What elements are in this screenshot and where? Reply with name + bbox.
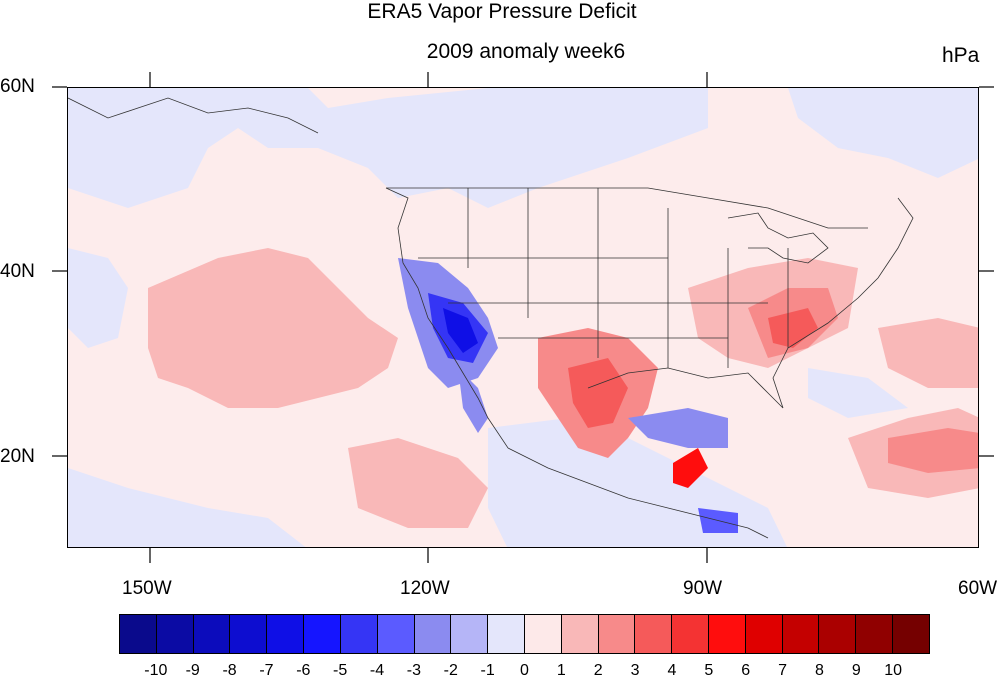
colorbar-tick-label: -3 (406, 662, 422, 679)
colorbar-swatch (893, 615, 929, 653)
anomaly-patch-neg1-north (68, 88, 708, 208)
anomaly-patch-neg1-mexico (488, 418, 788, 547)
colorbar-tick-label: 3 (630, 662, 640, 679)
colorbar-swatch (451, 615, 489, 653)
colorbar-swatch (524, 615, 562, 653)
lon-label-150w: 150W (122, 578, 172, 599)
lon-label-60w: 60W (958, 578, 998, 599)
anomaly-patch-neg1-pacific (68, 468, 306, 547)
anomaly-patch-pos1-subtropics (348, 438, 488, 528)
colorbar-swatch (414, 615, 452, 653)
colorbar-swatch (672, 615, 709, 653)
colorbar-tick-label: -4 (369, 662, 385, 679)
anomaly-patch-neg6-arizona (443, 308, 478, 353)
colorbar-tick-label: 10 (884, 662, 903, 679)
colorbar-tick-label: -7 (259, 662, 274, 679)
colorbar-tick-label: 1 (556, 662, 566, 679)
coastline-outlines (68, 97, 914, 539)
anomaly-patch-pos1-pacific (148, 248, 398, 408)
lat-label-20n: 20N (0, 446, 35, 467)
anomaly-patch-neg1-northeast (788, 88, 978, 178)
colorbar-swatch (340, 615, 378, 653)
colorbar-tick-label: 9 (851, 662, 861, 679)
colorbar-swatch (304, 615, 341, 653)
units-label: hPa (942, 44, 980, 67)
anomaly-field (68, 88, 978, 547)
anomaly-patch-pos1-atlantic-north (878, 318, 978, 388)
colorbar-swatch (561, 615, 599, 653)
colorbar-tick-label: -2 (443, 662, 458, 679)
colorbar-swatch (856, 615, 894, 653)
lon-label-90w: 90W (683, 578, 723, 599)
colorbar-swatch (635, 615, 673, 653)
anomaly-patch-neg1-west (68, 248, 128, 348)
alaska-coastline (68, 97, 319, 134)
anomaly-patch-pos4-carolina (768, 308, 818, 348)
gulf-coastline (587, 197, 914, 409)
colorbar-swatch (193, 615, 231, 653)
colorbar-tick-label: 6 (741, 662, 751, 679)
colorbar-swatch (377, 615, 415, 653)
colorbar-tick-label: -1 (480, 662, 495, 679)
anomaly-patch-neg3-caribbean (628, 408, 728, 448)
colorbar-tick-label: -9 (185, 662, 200, 679)
colorbar-tick-label: -10 (144, 662, 168, 679)
colorbar-swatch (819, 615, 857, 653)
map-panel (67, 87, 979, 548)
colorbar-tick-label: 0 (520, 662, 529, 679)
anomaly-patch-pos4-texas (568, 358, 628, 428)
colorbar-swatch (488, 615, 525, 653)
anomaly-patch-neg1-atlantic (808, 368, 908, 418)
map-subtitle: 2009 anomaly week6 (426, 40, 626, 63)
conus-northern-border (386, 187, 868, 229)
colorbar-swatch (709, 615, 746, 653)
colorbar-swatch (267, 615, 305, 653)
colorbar-tick-label: 4 (667, 662, 677, 679)
colorbar (119, 614, 930, 654)
anomaly-patch-neg3-baja (458, 368, 488, 433)
great-lakes-outline (727, 212, 829, 264)
colorbar-swatch (120, 615, 157, 653)
colorbar-tick-label: -8 (222, 662, 237, 679)
colorbar-swatch (230, 615, 268, 653)
north-america-coastline (385, 187, 769, 539)
colorbar-tick-label: -5 (333, 662, 348, 679)
lat-label-60n: 60N (0, 76, 35, 97)
colorbar-swatch (598, 615, 636, 653)
colorbar-tick-label: -6 (296, 662, 311, 679)
lat-label-40n: 40N (0, 261, 35, 282)
map-title: ERA5 Vapor Pressure Deficit (367, 0, 637, 23)
colorbar-tick-label: 7 (778, 662, 787, 679)
colorbar-swatch (782, 615, 820, 653)
anomaly-patch-pos3-east-atlantic (888, 428, 978, 473)
state-lines (418, 188, 789, 368)
colorbar-swatch (745, 615, 783, 653)
anomaly-patch-pos6-yucatan (673, 448, 708, 488)
lon-label-120w: 120W (400, 578, 450, 599)
colorbar-tick-label: 8 (814, 662, 824, 679)
colorbar-swatch (156, 615, 194, 653)
colorbar-tick-label: 5 (704, 662, 714, 679)
colorbar-tick-label: 2 (593, 662, 603, 679)
